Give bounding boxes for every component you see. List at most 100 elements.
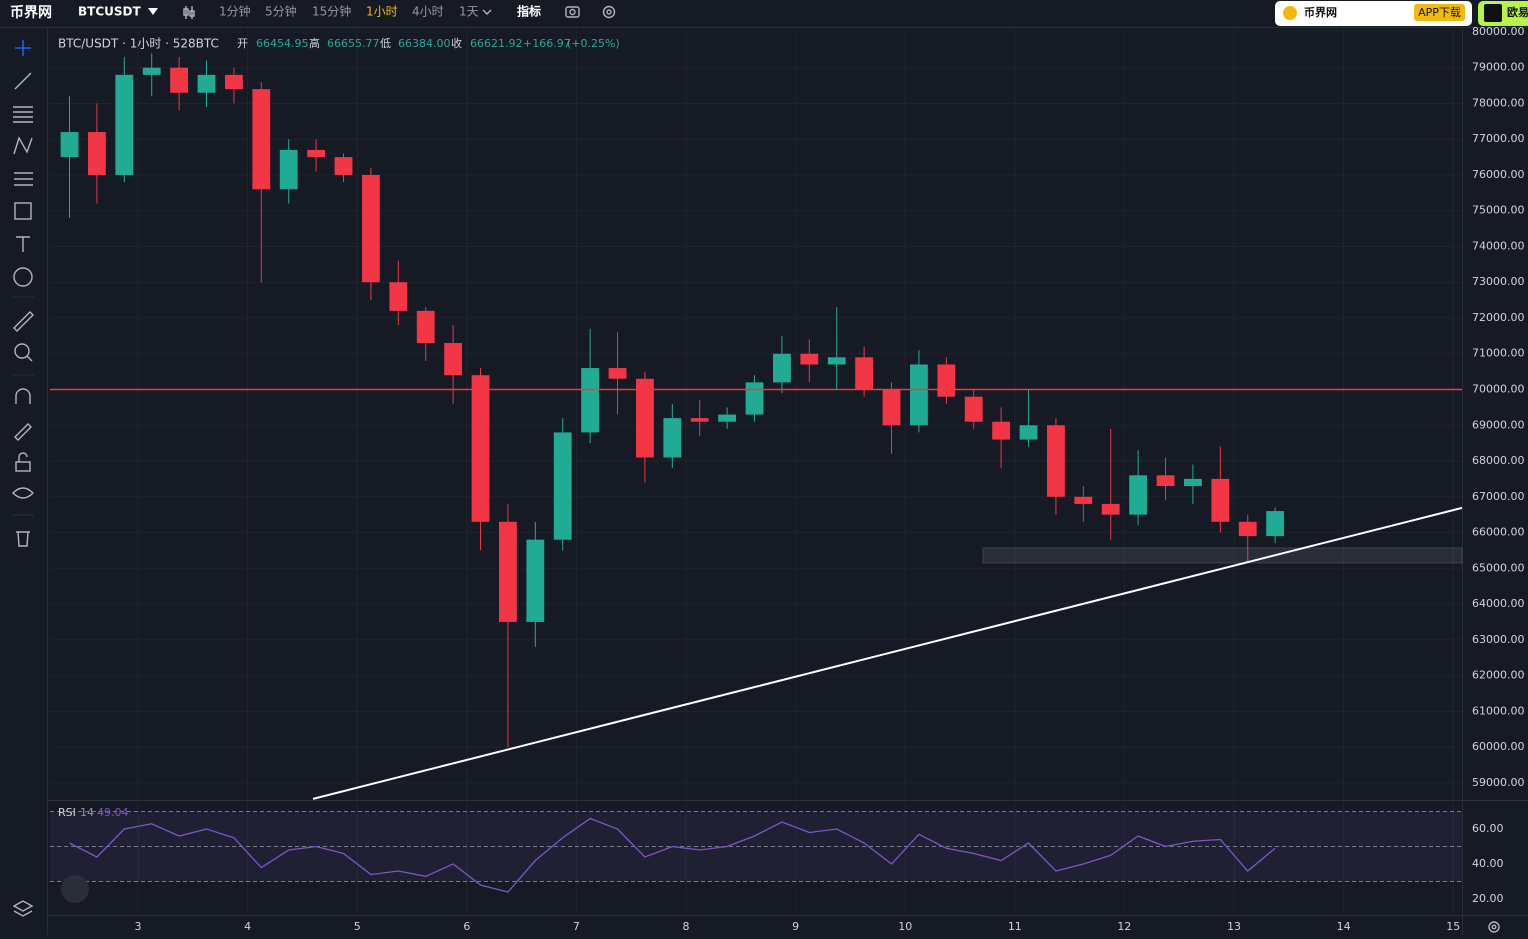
candle-body	[855, 357, 874, 390]
candle-body	[225, 74, 243, 90]
y-tick-label: 72000.00	[1472, 311, 1525, 324]
dropdown-icon[interactable]	[148, 8, 158, 15]
x-tick-label: 11	[1008, 920, 1022, 933]
price-zone	[982, 547, 1463, 564]
y-tick-label: 80000.00	[1472, 25, 1525, 38]
x-tick-label: 13	[1227, 920, 1241, 933]
y-tick-label: 65000.00	[1472, 561, 1525, 574]
screenshot-icon[interactable]	[565, 6, 580, 18]
x-tick-label: 5	[354, 920, 361, 933]
y-tick-label: 70000.00	[1472, 383, 1525, 396]
y-tick-label: 68000.00	[1472, 454, 1525, 467]
candle-body	[1184, 478, 1202, 487]
x-tick-label: 12	[1117, 920, 1131, 933]
interval-button[interactable]: 1小时	[366, 5, 398, 19]
y-tick-label: 60000.00	[1472, 740, 1525, 753]
trendline-tool[interactable]	[14, 72, 32, 90]
x-tick-label: 4	[244, 920, 251, 933]
logo[interactable]: 币界网	[10, 5, 52, 21]
x-tick-label: 9	[792, 920, 799, 933]
exchange-logo	[1484, 4, 1502, 22]
x-tick-label: 14	[1337, 920, 1351, 933]
candle-body	[334, 157, 353, 175]
interval-button[interactable]: 4小时	[412, 5, 444, 19]
drawing-toolbar	[12, 40, 34, 917]
ruler-tool[interactable]	[13, 311, 34, 332]
candle-body	[88, 132, 106, 175]
lock-drawing-tool[interactable]	[14, 423, 32, 441]
ohlc-value: 66655.77	[327, 37, 380, 50]
top-bar	[0, 0, 1528, 27]
y-tick-label: 79000.00	[1472, 61, 1525, 74]
shape-tool[interactable]	[14, 202, 32, 220]
candle-body	[197, 74, 216, 93]
visibility-tool[interactable]	[12, 487, 34, 499]
ad-logo	[1283, 6, 1297, 20]
ohlc-label: 低	[380, 37, 391, 50]
zoom-tool[interactable]	[14, 343, 33, 362]
rsi-period: 14	[80, 806, 94, 819]
delete-tool[interactable]	[16, 531, 30, 547]
candle-body	[471, 375, 490, 522]
candle-body	[964, 396, 983, 422]
candle-body	[1019, 425, 1038, 440]
y-tick-label: 76000.00	[1472, 168, 1525, 181]
y-tick-label: 62000.00	[1472, 669, 1525, 682]
crosshair-tool[interactable]	[15, 40, 31, 56]
y-tick-label: 77000.00	[1472, 132, 1525, 145]
candle-body	[1238, 521, 1257, 537]
ohlc-label: 开	[237, 37, 248, 50]
download-badge[interactable]	[1414, 4, 1465, 21]
y-tick-label: 73000.00	[1472, 275, 1525, 288]
indicators-button[interactable]: 指标	[517, 4, 541, 19]
candle-body	[1266, 511, 1285, 537]
chart-type-icon[interactable]	[183, 6, 195, 19]
candle-body	[499, 521, 517, 622]
candle-body	[773, 353, 791, 383]
ohlc-label: 高	[309, 36, 320, 50]
candle-body	[1047, 425, 1065, 497]
text-tool[interactable]	[16, 236, 30, 252]
candle-body	[279, 149, 298, 190]
candle-body	[1211, 478, 1230, 522]
interval-button[interactable]: 5分钟	[265, 4, 297, 19]
tv-logo[interactable]	[61, 875, 89, 903]
rsi-line	[69, 817, 1276, 893]
y-tick-label: 69000.00	[1472, 418, 1525, 431]
candle-body	[170, 67, 189, 93]
lock-tool[interactable]	[15, 452, 31, 472]
fib-tool[interactable]	[13, 106, 33, 123]
x-tick-label: 3	[135, 920, 142, 933]
interval-button[interactable]: 1分钟	[219, 4, 251, 19]
y-tick-label: 66000.00	[1472, 526, 1525, 539]
y-tick-label: 75000.00	[1472, 204, 1525, 217]
candle-body	[115, 74, 134, 175]
candle-body	[416, 310, 435, 344]
pattern-tool[interactable]	[13, 136, 33, 155]
y-tick-label: 20.00	[1472, 892, 1504, 905]
symbol[interactable]: BTCUSDT	[78, 5, 141, 19]
candle-body	[745, 382, 764, 415]
change-value: +166.97	[523, 37, 571, 50]
time-settings-icon[interactable]	[1488, 921, 1500, 933]
candle-body	[1101, 503, 1120, 515]
candle-body	[389, 282, 408, 311]
y-tick-label: 63000.00	[1472, 633, 1525, 646]
download-button[interactable]: APP下载	[1418, 6, 1461, 19]
y-tick-label: 71000.00	[1472, 347, 1525, 360]
interval-button[interactable]: 1天	[459, 5, 479, 19]
settings-icon[interactable]	[602, 5, 616, 19]
chart-title: BTC/USDT · 1小时 · 528BTC	[58, 37, 219, 51]
magnet-tool[interactable]	[15, 388, 31, 404]
projection-tool[interactable]	[14, 172, 33, 186]
rsi-value: 49.04	[97, 806, 129, 819]
dropdown-icon[interactable]	[482, 9, 492, 15]
exchange-name: 欧易	[1507, 5, 1528, 19]
candle-body	[553, 432, 572, 540]
ohlc-value: 66384.00	[398, 37, 451, 50]
interval-button[interactable]: 15分钟	[312, 4, 351, 19]
candle-body	[827, 357, 846, 365]
emoji-tool[interactable]	[13, 267, 33, 287]
layers-tool[interactable]	[12, 900, 34, 917]
